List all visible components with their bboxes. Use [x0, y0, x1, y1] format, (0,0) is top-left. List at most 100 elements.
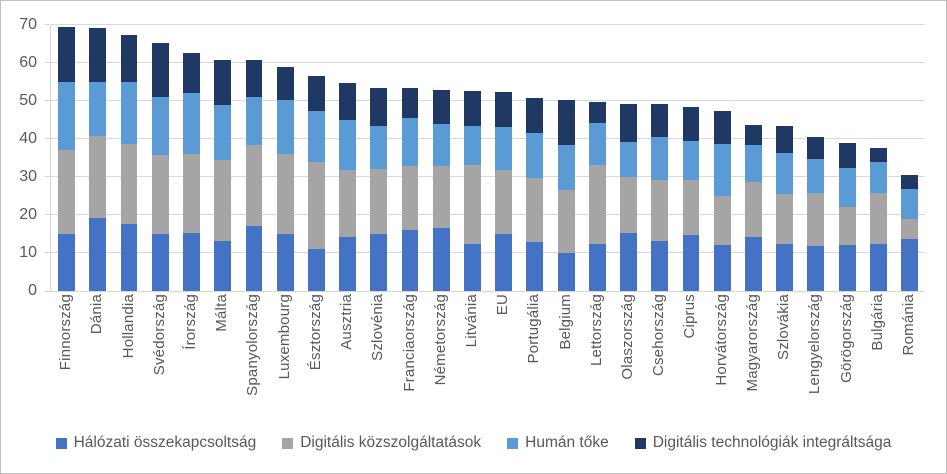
x-axis-label: Ausztria	[331, 294, 362, 420]
bar-segment	[901, 174, 918, 189]
bar-stack	[838, 25, 856, 291]
bar-slot	[800, 25, 831, 291]
bar-segment	[151, 154, 169, 234]
y-tick-mark	[45, 252, 50, 253]
bar-segment	[526, 241, 544, 291]
bar-segment	[58, 150, 76, 234]
bar-stack	[432, 25, 450, 291]
bar-stack	[588, 25, 606, 291]
bar-segment	[307, 162, 325, 249]
x-axis-label-text: Románia	[900, 294, 918, 356]
bar-stack	[276, 25, 294, 291]
bar-segment	[588, 164, 606, 245]
bar-stack	[339, 25, 356, 291]
bar-segment	[370, 168, 388, 234]
gridline	[51, 24, 925, 25]
x-axis-label-text: Franciaország	[400, 294, 418, 392]
x-axis-label: Dánia	[81, 294, 112, 420]
legend-swatch	[507, 437, 519, 449]
bar-segment	[495, 92, 513, 127]
legend-swatch	[282, 437, 294, 449]
bar-segment	[557, 189, 575, 254]
bar-segment	[339, 119, 356, 170]
bar-segment	[901, 188, 918, 219]
bar-segment	[245, 59, 263, 97]
gridline	[51, 175, 925, 177]
bar-segment	[713, 144, 731, 197]
bar-segment	[869, 147, 887, 163]
bar-segment	[464, 90, 481, 127]
gridline	[51, 214, 925, 215]
x-axis-label: Spanyolország	[237, 294, 268, 420]
x-axis-label: Görögország	[830, 294, 861, 420]
bar-segment	[89, 27, 107, 83]
x-axis-label: Szlovákia	[768, 294, 799, 420]
bar-segment	[651, 136, 669, 181]
bar-segment	[276, 153, 294, 235]
bar-segment	[58, 82, 76, 151]
x-axis-label-text: Németország	[431, 294, 449, 386]
bar-stack	[245, 25, 263, 291]
bar-segment	[745, 145, 762, 182]
x-axis-label-text: Bulgária	[868, 294, 886, 351]
bar-segment	[869, 192, 887, 244]
legend-item: Digitális közszolgáltatások	[282, 434, 481, 452]
x-axis-label: Málta	[206, 294, 237, 420]
bar-segment	[151, 96, 169, 155]
bar-stack	[651, 25, 669, 291]
bar-segment	[807, 245, 825, 291]
bar-slot	[176, 25, 207, 291]
bar-segment	[401, 230, 419, 291]
bar-slot	[394, 25, 425, 291]
bar-stack	[713, 25, 731, 291]
bar-segment	[120, 82, 138, 144]
bar-slot	[82, 25, 113, 291]
bar-slot	[238, 25, 269, 291]
bar-segment	[307, 76, 325, 111]
x-axis-label-text: Luxembourg	[275, 294, 293, 380]
bar-segment	[495, 170, 513, 234]
x-axis-label: Lengyelország	[799, 294, 830, 420]
bar-segment	[495, 126, 513, 171]
y-axis-tick-label: 10	[19, 244, 37, 261]
x-axis-label: Franciaország	[393, 294, 424, 420]
bar-segment	[307, 248, 325, 291]
bar-segment	[370, 126, 388, 169]
bar-segment	[401, 117, 419, 166]
bar-stack	[901, 25, 918, 291]
x-axis-label: Hollandia	[112, 294, 143, 420]
bar-slot	[488, 25, 519, 291]
bar-segment	[776, 126, 794, 153]
legend-label: Digitális technológiák integráltsága	[652, 434, 892, 451]
bar-stack	[557, 25, 575, 291]
bar-segment	[776, 152, 794, 195]
bar-slot	[644, 25, 675, 291]
bar-segment	[214, 105, 232, 160]
bar-segment	[807, 193, 825, 246]
bar-segment	[620, 232, 637, 291]
x-axis-label: Írország	[175, 294, 206, 420]
bar-segment	[432, 124, 450, 166]
bar-segment	[838, 143, 856, 168]
bar-segment	[183, 153, 200, 234]
x-axis-label: Románia	[893, 294, 924, 420]
bar-segment	[120, 34, 138, 83]
x-axis-label-text: Ciprus	[681, 294, 699, 339]
y-tick-mark	[45, 24, 50, 25]
x-axis-label: Csehország	[643, 294, 674, 420]
bar-segment	[557, 99, 575, 146]
x-axis-label-text: Szlovákia	[775, 294, 793, 360]
bar-segment	[183, 52, 200, 94]
x-axis-label-text: Dánia	[88, 294, 106, 335]
bar-segment	[245, 96, 263, 146]
bar-segment	[745, 124, 762, 146]
x-axis-label-text: Lengyelország	[806, 294, 824, 395]
x-axis-label-text: Portugália	[525, 294, 543, 364]
legend-label: Digitális közszolgáltatások	[300, 434, 482, 451]
bar-segment	[620, 177, 637, 233]
bar-slot	[863, 25, 894, 291]
x-axis-label-text: Olaszország	[619, 294, 637, 380]
bar-segment	[776, 194, 794, 245]
bar-segment	[651, 180, 669, 241]
